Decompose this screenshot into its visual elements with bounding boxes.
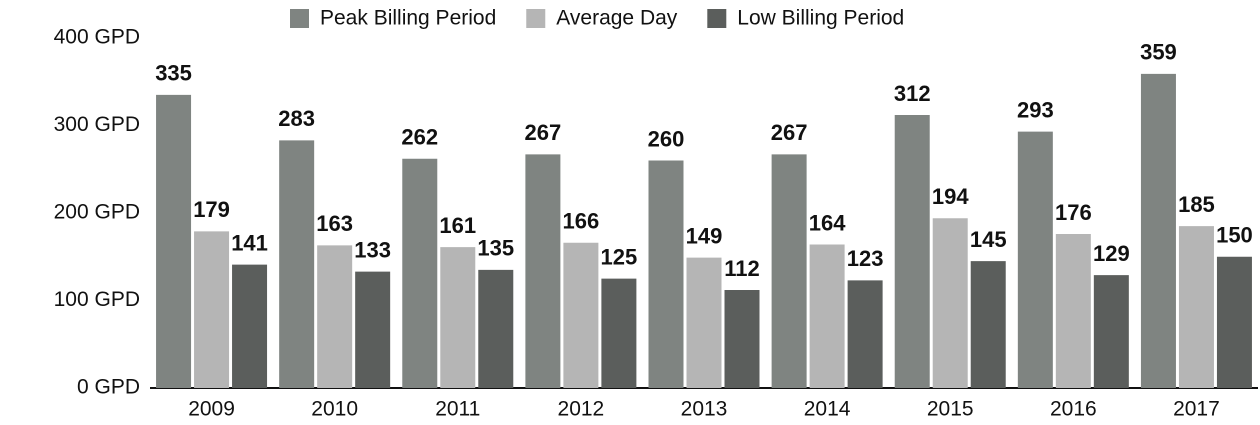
value-label: 179 bbox=[193, 197, 230, 222]
value-label: 112 bbox=[724, 256, 760, 281]
value-label: 260 bbox=[648, 126, 685, 151]
bar bbox=[279, 140, 315, 388]
legend-swatch bbox=[526, 9, 546, 28]
value-label: 123 bbox=[847, 246, 884, 271]
bar bbox=[156, 94, 192, 388]
bar bbox=[894, 115, 930, 388]
x-tick-label: 2011 bbox=[435, 398, 480, 421]
bar bbox=[970, 261, 1006, 388]
bar bbox=[525, 154, 561, 388]
bar bbox=[1140, 73, 1176, 388]
value-label: 149 bbox=[686, 223, 723, 248]
x-tick-label: 2015 bbox=[927, 398, 974, 421]
x-tick-label: 2013 bbox=[681, 398, 728, 421]
value-label: 161 bbox=[439, 213, 476, 238]
bar bbox=[601, 278, 637, 388]
value-label: 163 bbox=[316, 211, 353, 236]
bar bbox=[809, 244, 845, 388]
bar bbox=[478, 269, 514, 388]
value-label: 267 bbox=[525, 120, 562, 145]
y-tick-label: 300 GPD bbox=[54, 113, 140, 136]
value-label: 262 bbox=[401, 125, 438, 150]
x-tick-label: 2014 bbox=[804, 398, 851, 421]
value-label: 166 bbox=[563, 209, 600, 234]
bar bbox=[232, 264, 268, 388]
value-label: 359 bbox=[1140, 40, 1177, 65]
value-label: 335 bbox=[155, 61, 192, 86]
bar bbox=[1178, 226, 1214, 388]
bar bbox=[1055, 234, 1091, 388]
value-label: 129 bbox=[1093, 241, 1130, 266]
value-label: 176 bbox=[1055, 200, 1092, 225]
bar bbox=[932, 218, 968, 388]
legend-label: Low Billing Period bbox=[737, 7, 904, 30]
bar bbox=[847, 280, 883, 388]
bar bbox=[771, 154, 807, 388]
bar bbox=[402, 158, 438, 388]
legend-swatch bbox=[707, 9, 727, 28]
value-label: 194 bbox=[932, 184, 969, 209]
value-label: 141 bbox=[231, 230, 268, 255]
value-label: 283 bbox=[278, 106, 315, 131]
value-label: 267 bbox=[771, 120, 808, 145]
bar bbox=[724, 290, 760, 388]
bar bbox=[355, 271, 391, 388]
y-tick-label: 200 GPD bbox=[54, 201, 140, 224]
value-label: 164 bbox=[809, 210, 846, 235]
y-tick-label: 100 GPD bbox=[54, 288, 140, 311]
bar bbox=[1017, 131, 1053, 388]
x-tick-label: 2010 bbox=[311, 398, 358, 421]
y-tick-label: 400 GPD bbox=[54, 26, 140, 49]
x-tick-label: 2016 bbox=[1050, 398, 1097, 421]
legend-label: Average Day bbox=[556, 7, 678, 30]
x-tick-label: 2009 bbox=[188, 398, 235, 421]
bar bbox=[1093, 275, 1129, 388]
bar bbox=[194, 231, 230, 388]
bar bbox=[686, 257, 722, 388]
value-label: 145 bbox=[970, 227, 1007, 252]
bar bbox=[317, 245, 353, 388]
value-label: 185 bbox=[1178, 192, 1215, 217]
y-tick-label: 0 GPD bbox=[77, 376, 140, 399]
value-label: 133 bbox=[354, 237, 391, 262]
bar bbox=[1216, 256, 1252, 388]
bar bbox=[648, 160, 684, 388]
value-label: 150 bbox=[1216, 223, 1253, 248]
legend-swatch bbox=[290, 9, 309, 28]
x-tick-label: 2017 bbox=[1173, 398, 1220, 421]
bar bbox=[563, 242, 599, 388]
legend-label: Peak Billing Period bbox=[320, 7, 496, 30]
bar bbox=[440, 247, 476, 388]
value-label: 312 bbox=[894, 81, 931, 106]
value-label: 125 bbox=[601, 244, 638, 269]
x-tick-label: 2012 bbox=[558, 398, 605, 421]
value-label: 135 bbox=[477, 236, 514, 261]
value-label: 293 bbox=[1017, 97, 1054, 122]
